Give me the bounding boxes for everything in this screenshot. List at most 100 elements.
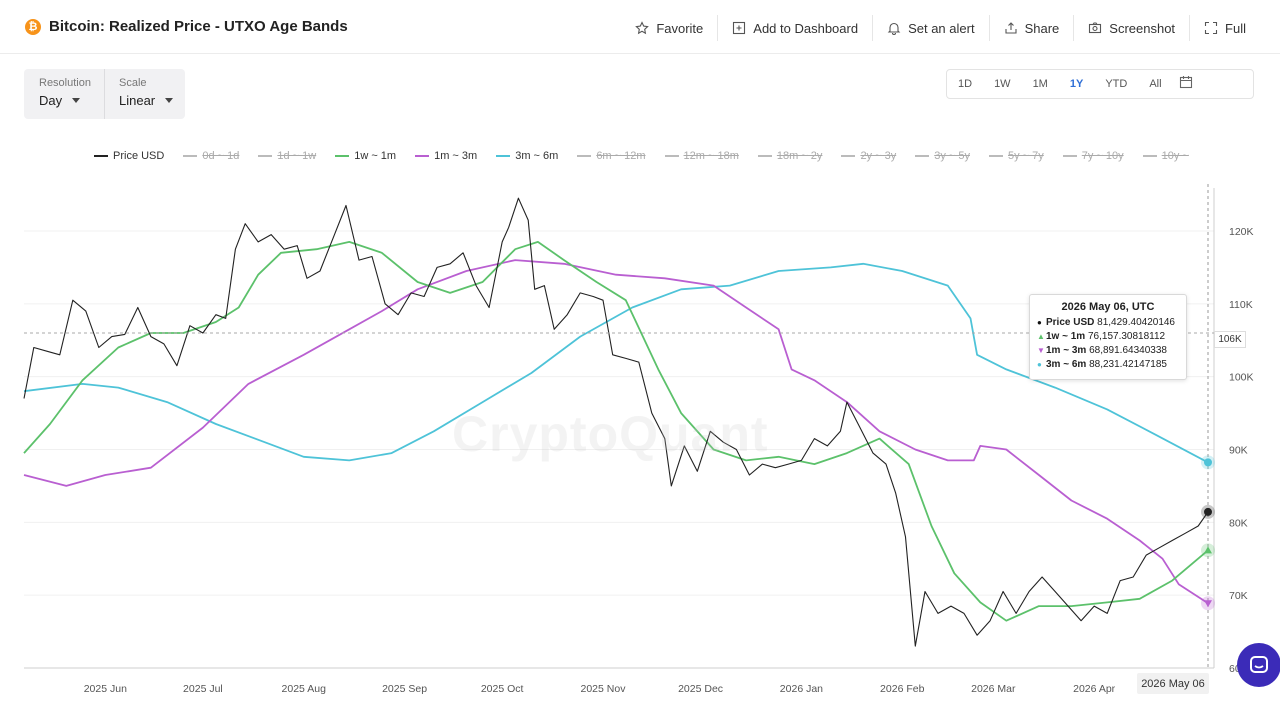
legend-label: 3y ~ 5y: [934, 150, 970, 162]
chat-support-button[interactable]: [1237, 643, 1280, 687]
screenshot-button[interactable]: Screenshot: [1073, 15, 1189, 41]
resolution-value: Day: [39, 93, 63, 108]
range-all[interactable]: All: [1149, 78, 1162, 90]
calendar-icon[interactable]: [1179, 75, 1193, 94]
legend-swatch: [989, 155, 1003, 157]
star-icon: [635, 21, 650, 35]
screenshot-label: Screenshot: [1109, 20, 1176, 36]
series-end-marker: [1204, 458, 1212, 467]
legend-swatch: [1062, 155, 1077, 157]
x-tick-label: 2025 Nov: [581, 683, 627, 695]
legend-item[interactable]: 3m ~ 6m: [496, 150, 558, 162]
legend-item[interactable]: 3y ~ 5y: [915, 150, 970, 162]
range-ytd[interactable]: YTD: [1105, 78, 1128, 90]
set-alert-button[interactable]: Set an alert: [872, 15, 989, 41]
resolution-select[interactable]: Resolution Day: [24, 69, 104, 119]
x-tick-label: 2026 Mar: [971, 683, 1016, 695]
legend-item[interactable]: 12m ~ 18m: [664, 150, 739, 162]
series-end-marker: [1204, 600, 1212, 608]
legend-item[interactable]: 1m ~ 3m: [415, 150, 477, 162]
chart-series: [23, 197, 1209, 647]
favorite-label: Favorite: [656, 20, 704, 36]
crosshair-price-label: 106K: [1214, 331, 1246, 348]
tooltip-row: ▲1w ~ 1m 76,157.30818112: [1037, 330, 1179, 344]
share-button[interactable]: Share: [988, 15, 1074, 41]
scale-value: Linear: [119, 93, 156, 108]
legend-item[interactable]: 2y ~ 3y: [841, 150, 896, 162]
chart-settings: Resolution Day Scale Linear: [24, 69, 185, 119]
tooltip-marker: ▲: [1037, 332, 1045, 341]
legend-label: 7y ~ 10y: [1081, 150, 1124, 162]
y-tick-label: 120K: [1229, 226, 1254, 238]
page-header: ₿ Bitcoin: Realized Price - UTXO Age Ban…: [0, 0, 1280, 54]
tooltip-marker: ●: [1037, 318, 1042, 327]
legend-swatch: [335, 155, 350, 157]
range-1d[interactable]: 1D: [958, 78, 973, 90]
legend-swatch: [757, 155, 772, 157]
legend-item[interactable]: Price USD: [94, 150, 164, 162]
x-tick-label: 2025 Jul: [183, 683, 223, 695]
scale-select[interactable]: Scale Linear: [104, 69, 184, 119]
legend-swatch: [1142, 155, 1157, 157]
chevron-down-icon: [165, 98, 174, 103]
series-line-3m-6m: [23, 262, 1209, 464]
x-tick-label: 2026 Feb: [880, 683, 925, 695]
chart-tooltip: 2026 May 06, UTC ● Price USD 81,429.40420…: [1029, 294, 1187, 380]
legend-label: Price USD: [113, 150, 165, 162]
legend-item[interactable]: 1d ~ 1w: [258, 150, 316, 162]
legend-item[interactable]: 10y ~: [1142, 150, 1189, 162]
legend-item[interactable]: 6m ~ 12m: [577, 150, 646, 162]
legend-label: 3m ~ 6m: [515, 150, 559, 162]
y-tick-label: 80K: [1229, 517, 1248, 529]
tooltip-row: ● Price USD 81,429.40420146: [1037, 316, 1179, 330]
legend-label: 6m ~ 12m: [596, 150, 646, 162]
scale-label: Scale: [119, 77, 147, 89]
share-label: Share: [1024, 20, 1060, 36]
share-icon: [1005, 22, 1017, 34]
resolution-value-row[interactable]: Day: [39, 93, 104, 108]
tooltip-series-name: 1w ~ 1m: [1046, 331, 1086, 342]
series-end-marker: [1204, 546, 1212, 554]
legend-swatch: [841, 155, 856, 157]
legend-item[interactable]: 5y ~ 7y: [989, 150, 1044, 162]
series-end-marker: [1204, 507, 1212, 516]
x-tick-label: 2026 Apr: [1073, 683, 1116, 695]
fullscreen-button[interactable]: Full: [1189, 15, 1260, 41]
range-1w[interactable]: 1W: [994, 78, 1011, 90]
chevron-down-icon: [72, 98, 81, 103]
legend-swatch: [664, 155, 679, 157]
bell-icon: [887, 22, 901, 35]
tooltip-value: 81,429.40420146: [1097, 317, 1175, 328]
legend-item[interactable]: 18m ~ 2y: [757, 150, 822, 162]
chat-icon: [1250, 656, 1268, 673]
tooltip-row: ▼1m ~ 3m 68,891.64340338: [1037, 344, 1179, 358]
range-1y[interactable]: 1Y: [1069, 78, 1084, 90]
legend-swatch: [915, 155, 930, 157]
series-line-1w-1m: [23, 241, 1209, 622]
legend-label: 0d ~ 1d: [202, 150, 240, 162]
scale-value-row[interactable]: Linear: [119, 93, 184, 108]
legend-swatch: [183, 155, 198, 157]
x-tick-label: 2026 Jan: [780, 683, 823, 695]
range-1m[interactable]: 1M: [1032, 78, 1048, 90]
favorite-button[interactable]: Favorite: [621, 15, 717, 41]
series-line-1m-3m: [23, 259, 1209, 604]
tooltip-marker: ●: [1037, 360, 1042, 369]
legend-swatch: [577, 155, 592, 157]
chart-markers: [1201, 455, 1215, 611]
tooltip-series-name: Price USD: [1046, 317, 1095, 328]
add-to-dashboard-button[interactable]: Add to Dashboard: [717, 15, 872, 41]
legend-item[interactable]: 7y ~ 10y: [1062, 150, 1124, 162]
time-range-selector: 1D 1W 1M 1Y YTD All: [946, 69, 1254, 99]
legend-label: 10y ~: [1161, 150, 1189, 162]
set-alert-label: Set an alert: [908, 20, 975, 36]
resolution-label: Resolution: [39, 77, 91, 89]
x-tick-label: 2025 Jun: [84, 683, 127, 695]
fullscreen-label: Full: [1225, 20, 1246, 36]
tooltip-row: ● 3m ~ 6m 88,231.42147185: [1037, 358, 1179, 372]
crosshair-date-label: 2026 May 06: [1137, 673, 1209, 694]
series-line-price-usd: [23, 197, 1209, 647]
legend-item[interactable]: 1w ~ 1m: [335, 150, 396, 162]
legend-item[interactable]: 0d ~ 1d: [183, 150, 239, 162]
add-to-dashboard-label: Add to Dashboard: [753, 20, 859, 36]
